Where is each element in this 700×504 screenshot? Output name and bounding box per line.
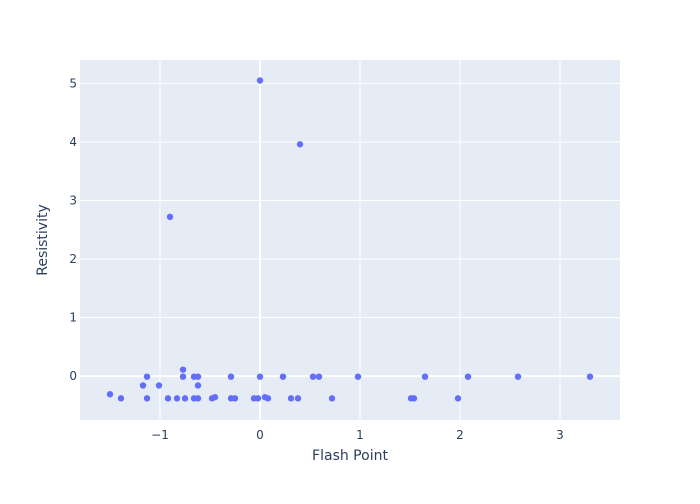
grid-lines — [80, 60, 620, 420]
y-tick-label: 3 — [69, 193, 77, 207]
x-tick-label: 0 — [256, 428, 264, 442]
data-point — [279, 373, 287, 380]
data-point — [256, 77, 264, 84]
data-point — [155, 382, 163, 389]
data-point — [410, 395, 418, 402]
data-point — [227, 373, 235, 380]
x-axis-title: Flash Point — [312, 448, 388, 464]
plot-area — [80, 60, 620, 420]
data-point — [256, 373, 264, 380]
data-point — [264, 395, 272, 402]
data-point — [294, 395, 302, 402]
y-tick-label: 5 — [69, 76, 77, 90]
x-tick-label: 1 — [356, 428, 364, 442]
y-tick-label: 4 — [69, 135, 77, 149]
data-point — [296, 141, 304, 148]
data-point — [179, 373, 187, 380]
data-point — [194, 382, 202, 389]
y-tick-label: 2 — [69, 252, 77, 266]
x-tick-label: 2 — [456, 428, 464, 442]
data-point — [166, 213, 174, 221]
data-point — [211, 393, 219, 401]
data-point — [586, 373, 594, 380]
data-point — [254, 395, 262, 402]
data-point — [421, 373, 429, 380]
x-axis-ticks: −1 0 1 2 3 — [151, 428, 564, 442]
data-point — [309, 373, 317, 380]
data-point — [454, 395, 462, 402]
data-point — [117, 395, 125, 402]
data-point — [173, 395, 181, 402]
data-point — [181, 395, 189, 402]
data-point — [139, 382, 147, 389]
data-point — [231, 395, 239, 402]
zero-lines — [80, 60, 620, 420]
data-point — [328, 395, 336, 402]
data-points — [106, 77, 594, 402]
data-point — [143, 395, 151, 402]
x-tick-label: 3 — [556, 428, 564, 442]
data-point — [179, 366, 187, 373]
data-point — [514, 373, 522, 380]
data-point — [194, 373, 202, 380]
y-tick-label: 1 — [69, 311, 77, 325]
data-point — [464, 373, 472, 380]
data-point — [143, 373, 151, 380]
x-tick-label: −1 — [151, 428, 169, 442]
data-point — [354, 373, 362, 380]
data-point — [287, 395, 295, 402]
y-tick-label: 0 — [69, 369, 77, 383]
data-point — [315, 373, 323, 380]
data-point — [164, 395, 172, 402]
data-point — [106, 391, 114, 398]
y-axis-ticks: 0 1 2 3 4 5 — [69, 76, 77, 383]
data-point — [194, 395, 202, 402]
y-axis-title: Resistivity — [35, 204, 51, 276]
